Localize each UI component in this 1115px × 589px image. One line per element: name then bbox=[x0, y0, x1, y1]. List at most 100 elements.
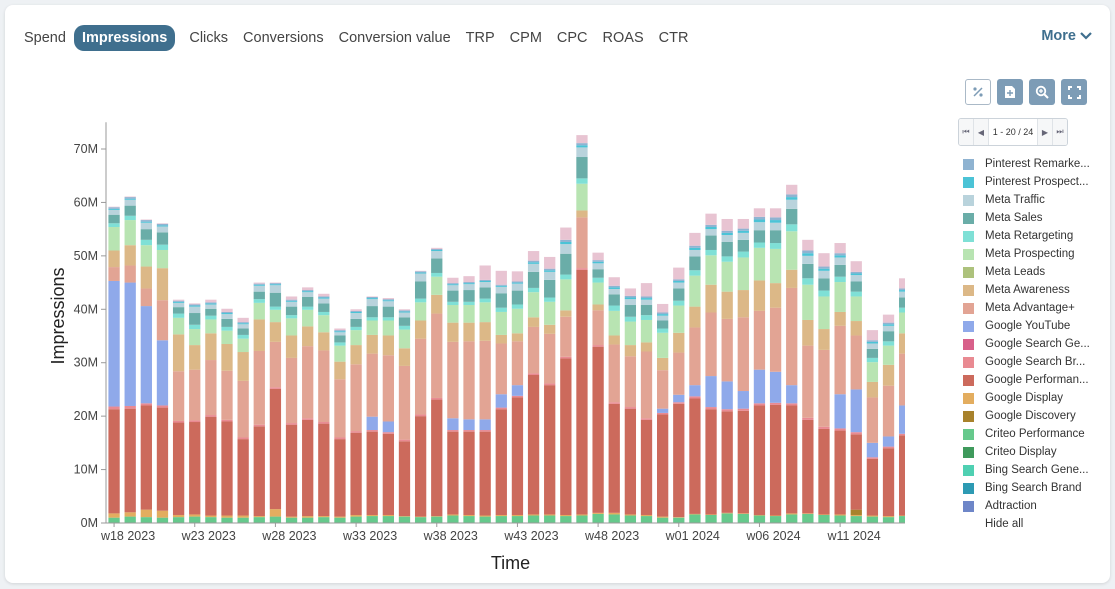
bar-segment bbox=[818, 428, 830, 515]
legend-item[interactable]: Google Performan... bbox=[963, 371, 1090, 389]
x-tick-label: w11 2024 bbox=[826, 529, 880, 543]
bar-segment bbox=[689, 396, 701, 399]
y-tick-label: 40M bbox=[74, 302, 98, 316]
bar-segment bbox=[511, 395, 524, 398]
bar-segment bbox=[318, 516, 330, 518]
bar-segment bbox=[479, 265, 491, 280]
bar-segment bbox=[495, 284, 507, 286]
percent-button[interactable] bbox=[965, 79, 991, 105]
tab-roas[interactable]: ROAS bbox=[602, 30, 644, 46]
export-button[interactable] bbox=[997, 79, 1023, 105]
legend-item[interactable]: Pinterest Prospect... bbox=[963, 173, 1090, 191]
legend-item[interactable]: Google Search Br... bbox=[963, 353, 1090, 371]
bar-segment bbox=[382, 335, 394, 356]
bar-segment bbox=[866, 442, 879, 458]
bar-segment bbox=[753, 405, 766, 515]
legend-item[interactable]: Meta Traffic bbox=[963, 191, 1090, 209]
bar-segment bbox=[189, 514, 201, 517]
bar-segment bbox=[269, 387, 282, 389]
bar-segment bbox=[560, 244, 572, 254]
legend-item[interactable]: Meta Leads bbox=[963, 263, 1090, 281]
bar-segment bbox=[576, 143, 588, 146]
legend-item[interactable]: Google Display bbox=[963, 389, 1090, 407]
bar-segment bbox=[560, 514, 572, 517]
legend-item[interactable]: Google Discovery bbox=[963, 407, 1090, 425]
bar-segment bbox=[705, 409, 717, 515]
bar-segment bbox=[140, 306, 152, 404]
tab-conversion-value[interactable]: Conversion value bbox=[338, 30, 451, 46]
bar-segment bbox=[172, 517, 185, 523]
tab-ctr[interactable]: CTR bbox=[658, 30, 689, 46]
tab-trp[interactable]: TRP bbox=[465, 30, 495, 46]
bar-segment bbox=[479, 282, 491, 288]
x-tick-label: w23 2023 bbox=[181, 529, 236, 543]
bar-segment bbox=[899, 290, 905, 292]
pager-first-button[interactable]: ⏮ bbox=[959, 119, 974, 145]
bar-segment bbox=[398, 329, 411, 349]
bar-segment bbox=[753, 369, 766, 404]
bar-segment bbox=[624, 297, 637, 300]
legend-item[interactable]: Meta Advantage+ bbox=[963, 299, 1090, 317]
bar-segment bbox=[576, 147, 588, 158]
bar-segment bbox=[640, 342, 653, 352]
bar-segment bbox=[560, 239, 572, 242]
bar-segment bbox=[882, 324, 895, 326]
legend-item[interactable]: Pinterest Remarke... bbox=[963, 155, 1090, 173]
pager-prev-button[interactable]: ◀ bbox=[974, 119, 989, 145]
legend-item[interactable]: Bing Search Gene... bbox=[963, 461, 1090, 479]
bar-segment bbox=[447, 284, 459, 286]
legend-item[interactable]: Google YouTube bbox=[963, 317, 1090, 335]
bar-segment bbox=[689, 249, 701, 257]
fullscreen-button[interactable] bbox=[1061, 79, 1087, 105]
bar-segment bbox=[705, 224, 717, 228]
tab-cpm[interactable]: CPM bbox=[509, 30, 542, 46]
bar-segment bbox=[124, 196, 136, 198]
bar-segment bbox=[108, 406, 120, 410]
hide-all-button[interactable]: Hide all bbox=[985, 518, 1024, 530]
tab-clicks[interactable]: Clicks bbox=[189, 30, 229, 46]
pager-last-button[interactable]: ⏭ bbox=[1052, 119, 1067, 145]
tab-spend[interactable]: Spend bbox=[24, 30, 66, 46]
bar-segment bbox=[737, 391, 749, 409]
bar-segment bbox=[818, 349, 830, 427]
bar-segment bbox=[753, 515, 766, 523]
legend-item[interactable]: Bing Search Brand bbox=[963, 479, 1090, 497]
legend-item[interactable]: Meta Prospecting bbox=[963, 245, 1090, 263]
legend-item[interactable]: Google Search Ge... bbox=[963, 335, 1090, 353]
bar-segment bbox=[156, 340, 169, 406]
bar-segment bbox=[834, 514, 846, 516]
bar-segment bbox=[753, 219, 766, 223]
bar-segment bbox=[221, 517, 233, 523]
bar-segment bbox=[544, 279, 556, 298]
more-dropdown[interactable]: More bbox=[1041, 28, 1092, 44]
bar-segment bbox=[463, 514, 475, 517]
bar-segment bbox=[318, 296, 330, 298]
bar-segment bbox=[802, 253, 814, 256]
tab-impressions[interactable]: Impressions bbox=[73, 25, 176, 51]
legend-item[interactable]: Adtraction bbox=[963, 497, 1090, 515]
tab-cpc[interactable]: CPC bbox=[556, 30, 588, 46]
bar-segment bbox=[302, 306, 314, 310]
bar-segment bbox=[156, 407, 169, 511]
bar-segment bbox=[285, 516, 298, 518]
bar-segment bbox=[899, 297, 905, 308]
bar-segment bbox=[753, 216, 766, 220]
legend-item[interactable]: Criteo Display bbox=[963, 443, 1090, 461]
bar-segment bbox=[721, 230, 733, 233]
pager-next-button[interactable]: ▶ bbox=[1037, 119, 1052, 145]
bar-segment bbox=[527, 514, 540, 516]
tab-conversions[interactable]: Conversions bbox=[243, 30, 324, 46]
zoom-button[interactable] bbox=[1029, 79, 1055, 105]
bar-segment bbox=[786, 513, 798, 515]
legend-label: Pinterest Remarke... bbox=[985, 158, 1090, 170]
bar-segment bbox=[737, 230, 749, 233]
bar-segment bbox=[850, 296, 862, 322]
legend-item[interactable]: Meta Awareness bbox=[963, 281, 1090, 299]
legend-item[interactable]: Meta Sales bbox=[963, 209, 1090, 227]
legend-item[interactable]: Criteo Performance bbox=[963, 425, 1090, 443]
legend-item[interactable]: Meta Retargeting bbox=[963, 227, 1090, 245]
bar-segment bbox=[269, 341, 282, 388]
legend-swatch bbox=[963, 392, 974, 404]
bar-segment bbox=[544, 324, 556, 334]
bar-segment bbox=[237, 515, 249, 518]
